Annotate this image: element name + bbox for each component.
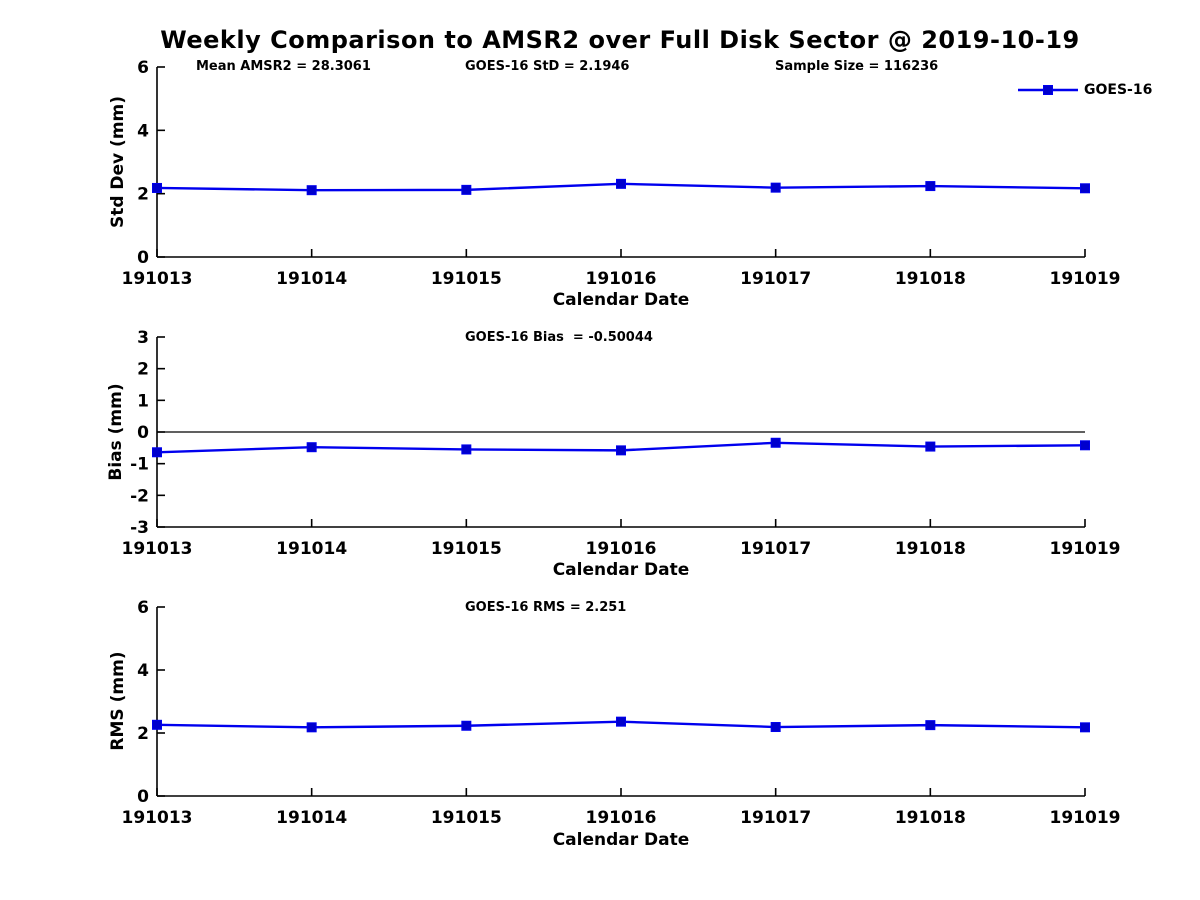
std-dev-data-marker xyxy=(152,182,162,193)
y-tick-label: 2 xyxy=(137,360,149,380)
x-tick-label: 191019 xyxy=(1050,808,1121,828)
std-dev-data-marker xyxy=(925,181,936,192)
y-tick-label: 2 xyxy=(137,724,149,744)
x-tick-label: 191014 xyxy=(276,269,347,289)
legend xyxy=(1018,85,1078,95)
y-tick-label: 0 xyxy=(137,248,149,268)
rms-data-marker xyxy=(770,722,781,733)
rms-data-marker xyxy=(152,719,162,730)
rms-chart: 0 2 4 6 191013 191014 191015 191016 191017 191018… xyxy=(122,598,1121,828)
std-dev-data-marker xyxy=(770,182,781,193)
annotation-goes16-bias: GOES-16 Bias = -0.50044 xyxy=(465,330,653,345)
rms-data-marker xyxy=(616,716,626,727)
y-tick-label: 1 xyxy=(137,391,149,411)
figure-title: Weekly Comparison to AMSR2 over Full Dis… xyxy=(160,26,1080,54)
y-tick-label: -1 xyxy=(130,455,149,475)
annotation-sample-size: Sample Size = 116236 xyxy=(775,59,939,74)
x-tick-label: 191014 xyxy=(276,808,347,828)
x-tick-label: 191017 xyxy=(740,269,811,289)
y-tick-label: 6 xyxy=(137,58,149,78)
x-tick-label: 191018 xyxy=(895,539,966,559)
annotation-goes16-rms: GOES-16 RMS = 2.251 xyxy=(465,600,627,615)
y-tick-label: -2 xyxy=(130,486,149,506)
y-tick-label: 4 xyxy=(137,661,149,681)
x-axis-label-middle: Calendar Date xyxy=(552,560,690,580)
std-dev-data-marker xyxy=(461,184,472,195)
y-tick-label: 0 xyxy=(137,787,149,807)
x-tick-label: 191015 xyxy=(431,539,502,559)
x-tick-label: 191013 xyxy=(122,539,193,559)
std-dev-chart: 0 2 4 6 191013 191014 191015 191016 191017 191018… xyxy=(122,58,1121,289)
x-tick-label: 191013 xyxy=(122,808,193,828)
legend-label: GOES-16 xyxy=(1084,82,1153,98)
legend-marker-sample xyxy=(1043,85,1053,95)
y-tick-label: 3 xyxy=(137,328,149,348)
rms-data-marker xyxy=(925,720,936,731)
y-tick-label: -3 xyxy=(130,518,149,538)
bias-chart: -3 -2 -1 0 1 2 3 191013 191014 191015 191016 191017… xyxy=(122,328,1121,559)
bias-data-marker xyxy=(770,437,781,448)
y-tick-label: 4 xyxy=(137,121,149,141)
x-tick-label: 191016 xyxy=(586,539,657,559)
y-tick-label: 0 xyxy=(137,423,149,443)
y-tick-label: 6 xyxy=(137,598,149,618)
bias-data-marker xyxy=(306,442,317,453)
x-axis-label-top: Calendar Date xyxy=(552,290,690,310)
bias-data-marker xyxy=(925,441,936,452)
bias-data-marker xyxy=(616,445,626,456)
x-tick-label: 191019 xyxy=(1050,269,1121,289)
std-dev-data-marker xyxy=(306,185,317,196)
bias-data-marker xyxy=(152,447,162,458)
x-axis-label-bottom: Calendar Date xyxy=(552,830,690,850)
x-tick-label: 191015 xyxy=(431,269,502,289)
rms-data-marker xyxy=(306,722,317,733)
x-tick-label: 191017 xyxy=(740,808,811,828)
y-tick-label: 2 xyxy=(137,185,149,205)
std-dev-data-marker xyxy=(1080,183,1090,194)
annotation-goes16-std: GOES-16 StD = 2.1946 xyxy=(465,59,630,74)
x-tick-label: 191014 xyxy=(276,539,347,559)
bias-data-marker xyxy=(461,444,472,455)
x-tick-label: 191016 xyxy=(586,808,657,828)
x-tick-label: 191018 xyxy=(895,269,966,289)
x-tick-label: 191018 xyxy=(895,808,966,828)
rms-data-marker xyxy=(1080,722,1090,733)
bias-data-marker xyxy=(1080,440,1090,451)
x-tick-label: 191017 xyxy=(740,539,811,559)
x-tick-label: 191013 xyxy=(122,269,193,289)
rms-data-marker xyxy=(461,720,472,731)
std-dev-data-marker xyxy=(616,178,626,189)
annotation-mean-amsr2: Mean AMSR2 = 28.3061 xyxy=(196,59,371,74)
x-tick-label: 191019 xyxy=(1050,539,1121,559)
x-tick-label: 191015 xyxy=(431,808,502,828)
x-tick-label: 191016 xyxy=(586,269,657,289)
